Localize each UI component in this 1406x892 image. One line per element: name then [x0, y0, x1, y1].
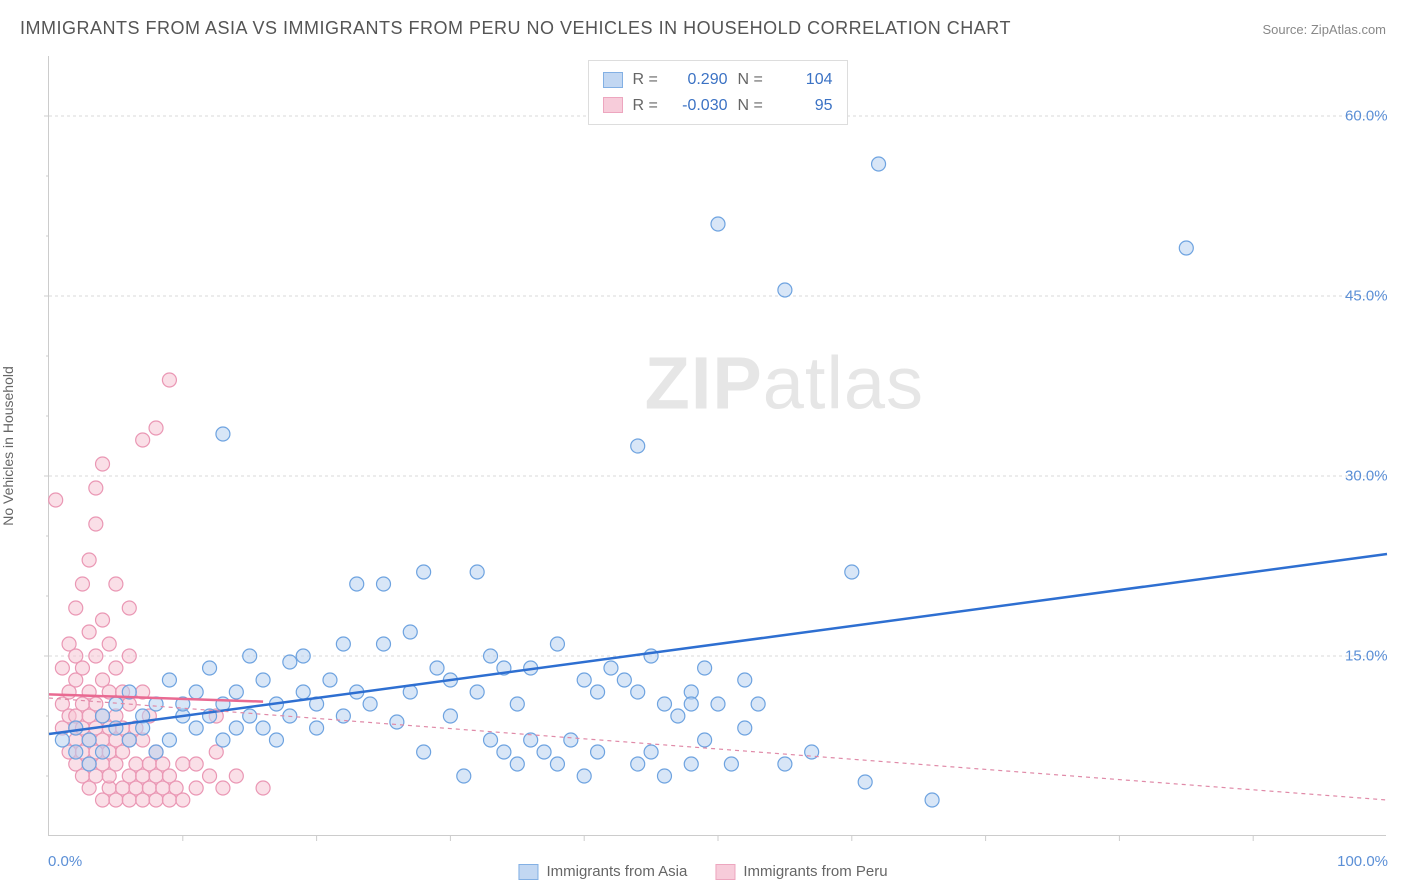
y-tick-label: 60.0%: [1345, 108, 1388, 125]
swatch-peru: [603, 97, 623, 113]
legend-label-asia: Immigrants from Asia: [546, 863, 687, 880]
plot-area: R = 0.290 N = 104 R = -0.030 N = 95 ZIPa…: [48, 56, 1386, 836]
swatch-asia: [603, 72, 623, 88]
n-label: N =: [738, 67, 768, 93]
stats-legend-box: R = 0.290 N = 104 R = -0.030 N = 95: [588, 60, 848, 125]
swatch-peru: [715, 864, 735, 880]
asia-r-value: 0.290: [673, 67, 728, 93]
chart-svg: [49, 56, 1386, 835]
bottom-legend: Immigrants from Asia Immigrants from Per…: [518, 863, 887, 880]
legend-item-peru: Immigrants from Peru: [715, 863, 887, 880]
peru-r-value: -0.030: [673, 93, 728, 119]
x-tick-start: 0.0%: [48, 853, 82, 870]
peru-n-value: 95: [778, 93, 833, 119]
swatch-asia: [518, 864, 538, 880]
legend-item-asia: Immigrants from Asia: [518, 863, 687, 880]
stats-row-asia: R = 0.290 N = 104: [603, 67, 833, 93]
source-credit: Source: ZipAtlas.com: [1262, 22, 1386, 37]
x-tick-end: 100.0%: [1337, 853, 1388, 870]
asia-n-value: 104: [778, 67, 833, 93]
r-label: R =: [633, 93, 663, 119]
y-tick-label: 30.0%: [1345, 468, 1388, 485]
y-tick-label: 45.0%: [1345, 288, 1388, 305]
stats-row-peru: R = -0.030 N = 95: [603, 93, 833, 119]
legend-label-peru: Immigrants from Peru: [743, 863, 887, 880]
y-tick-label: 15.0%: [1345, 648, 1388, 665]
chart-title: IMMIGRANTS FROM ASIA VS IMMIGRANTS FROM …: [20, 18, 1011, 39]
n-label: N =: [738, 93, 768, 119]
r-label: R =: [633, 67, 663, 93]
